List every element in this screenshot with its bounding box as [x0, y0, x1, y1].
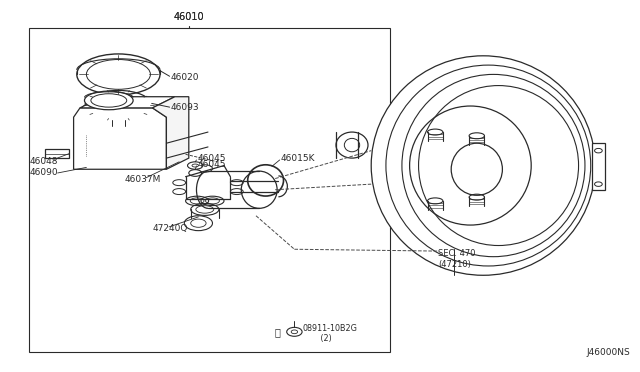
Text: 46045: 46045 [197, 160, 226, 169]
Text: 47240Q: 47240Q [152, 224, 188, 233]
Text: 46010: 46010 [173, 12, 204, 22]
Text: 46010: 46010 [173, 12, 204, 22]
Polygon shape [152, 97, 189, 169]
Ellipse shape [189, 170, 202, 176]
Text: 46037M: 46037M [125, 175, 161, 184]
Text: 46045: 46045 [197, 154, 226, 163]
Ellipse shape [188, 162, 203, 169]
Text: 46015K: 46015K [280, 154, 315, 163]
Ellipse shape [371, 56, 595, 275]
Ellipse shape [84, 91, 133, 110]
Polygon shape [74, 108, 166, 169]
Text: J46000NS: J46000NS [587, 348, 630, 357]
Ellipse shape [287, 327, 302, 336]
Bar [29, 28, 390, 352]
Ellipse shape [241, 171, 277, 208]
Ellipse shape [184, 216, 212, 231]
Bar [45, 149, 69, 158]
Text: 46020: 46020 [171, 73, 200, 81]
Polygon shape [592, 143, 605, 190]
Ellipse shape [336, 132, 368, 158]
Text: 46090: 46090 [29, 169, 58, 177]
Text: 08911-10B2G
       (2): 08911-10B2G (2) [303, 324, 358, 343]
Text: SEC. 470
(47210): SEC. 470 (47210) [438, 249, 476, 269]
Text: 46093: 46093 [171, 103, 200, 112]
Text: Ⓝ: Ⓝ [274, 327, 280, 337]
Text: 46048: 46048 [29, 157, 58, 166]
Polygon shape [80, 97, 175, 108]
